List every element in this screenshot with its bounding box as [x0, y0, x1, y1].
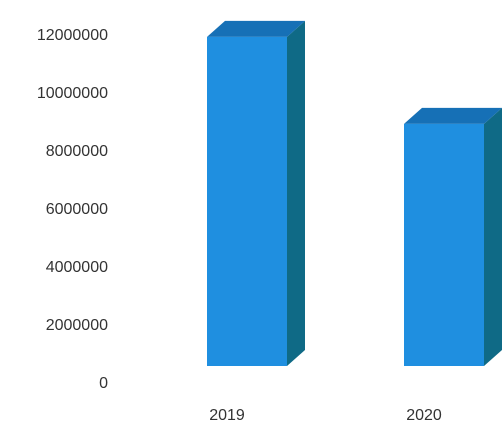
bar-top-face — [404, 107, 502, 124]
bar-front-face — [207, 36, 287, 367]
bar-front-face — [404, 123, 484, 367]
y-tick-label: 10000000 — [37, 85, 108, 102]
y-tick-label: 12000000 — [37, 27, 108, 44]
x-category-label: 2020 — [406, 407, 442, 424]
x-axis-category-labels: 2019 2020 — [209, 407, 442, 424]
bar-side-face — [484, 107, 502, 367]
y-tick-label: 2000000 — [46, 317, 108, 334]
x-category-label: 2019 — [209, 407, 245, 424]
y-tick-label: 6000000 — [46, 201, 108, 218]
bar-2019 — [207, 20, 305, 367]
bars — [207, 20, 502, 367]
y-tick-label: 4000000 — [46, 259, 108, 276]
bar-top-face — [207, 20, 305, 37]
y-axis-tick-labels: 0 2000000 4000000 6000000 8000000 10000000 120… — [37, 27, 108, 392]
y-tick-label: 8000000 — [46, 143, 108, 160]
y-tick-label: 0 — [99, 375, 108, 392]
bar-2020 — [404, 107, 502, 367]
bar-side-face — [287, 20, 305, 367]
